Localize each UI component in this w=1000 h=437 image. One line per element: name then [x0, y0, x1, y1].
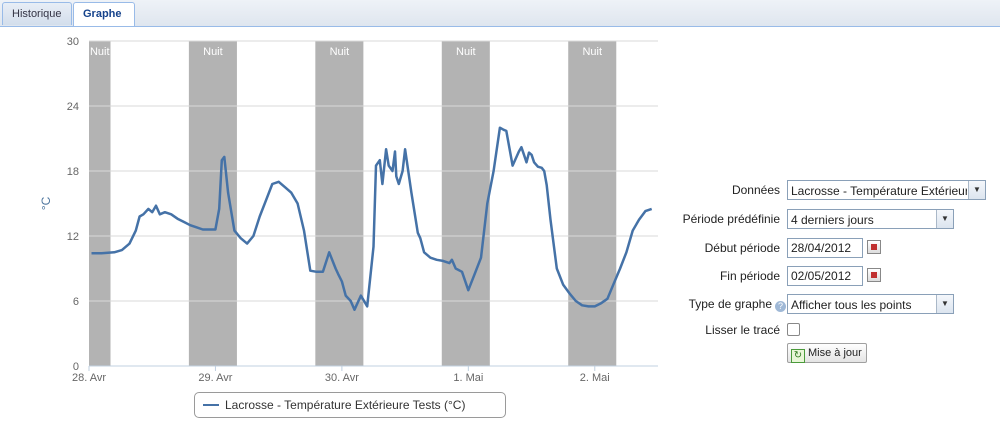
chevron-down-icon: ▼ — [936, 210, 953, 228]
chevron-down-icon: ▼ — [968, 181, 985, 199]
row-lisser: Lisser le tracé — [670, 320, 1000, 342]
night-band — [89, 41, 111, 366]
row-debut-periode: Début période 28/04/2012 — [670, 238, 1000, 260]
legend-label: Lacrosse - Température Extérieure Tests … — [225, 398, 466, 412]
fin-periode-input[interactable]: 02/05/2012 — [787, 266, 863, 286]
y-tick-label: 6 — [73, 296, 79, 308]
tab-historique[interactable]: Historique — [2, 2, 72, 25]
tab-bar: Historique Graphe — [0, 0, 1000, 27]
y-tick-label: 12 — [67, 231, 79, 243]
type-graphe-select[interactable]: Afficher tous les points ▼ — [787, 294, 954, 314]
tab-graphe[interactable]: Graphe — [73, 2, 135, 26]
x-tick-label: 28. Avr — [72, 372, 106, 384]
lisser-label: Lisser le tracé — [705, 323, 780, 337]
chart-legend[interactable]: Lacrosse - Température Extérieure Tests … — [194, 392, 506, 418]
chevron-down-icon: ▼ — [936, 295, 953, 313]
legend-swatch — [203, 404, 219, 406]
row-donnees: Données Lacrosse - Température Extérieur… — [670, 180, 1000, 202]
type-graphe-label-wrap: Type de graphe? — [689, 297, 786, 312]
x-tick-label: 29. Avr — [198, 372, 232, 384]
row-fin-periode: Fin période 02/05/2012 — [670, 266, 1000, 288]
y-tick-label: 24 — [67, 101, 79, 113]
row-update: ↻ Mise à jour — [670, 343, 1000, 365]
night-band — [315, 41, 364, 366]
series-line — [91, 126, 653, 311]
row-type-graphe: Type de graphe? Afficher tous les points… — [670, 294, 1000, 316]
chart-svg: Nuit Nuit Nuit Nuit Nuit 0 6 12 18 24 30 28. Avr 29.… — [39, 36, 658, 384]
y-tick-label: 0 — [73, 361, 79, 373]
night-band — [441, 41, 490, 366]
donnees-select[interactable]: Lacrosse - Température Extérieure ▼ — [787, 180, 986, 200]
donnees-value: Lacrosse - Température Extérieure — [791, 184, 967, 198]
donnees-label: Données — [731, 183, 780, 197]
row-periode-predefinie: Période prédéfinie 4 derniers jours ▼ — [670, 209, 1000, 231]
periode-predefinie-select[interactable]: 4 derniers jours ▼ — [787, 209, 954, 229]
x-tick-label: 30. Avr — [325, 372, 359, 384]
periode-predefinie-value: 4 derniers jours — [791, 213, 874, 227]
fin-periode-label: Fin période — [719, 269, 780, 283]
debut-periode-label: Début période — [704, 241, 780, 255]
lisser-checkbox[interactable] — [787, 323, 800, 336]
calendar-icon[interactable] — [867, 240, 881, 254]
periode-predefinie-label: Période prédéfinie — [682, 212, 780, 226]
type-graphe-value: Afficher tous les points — [791, 298, 912, 312]
y-tick-label: 30 — [67, 36, 79, 48]
y-tick-label: 18 — [67, 166, 79, 178]
night-band-label: Nuit — [90, 46, 110, 58]
refresh-icon: ↻ — [791, 349, 805, 363]
night-band-label: Nuit — [456, 46, 476, 58]
help-icon[interactable]: ? — [775, 301, 786, 312]
debut-periode-input[interactable]: 28/04/2012 — [787, 238, 863, 258]
night-band-label: Nuit — [203, 46, 223, 58]
night-band — [568, 41, 617, 366]
x-tick-label: 1. Mai — [453, 372, 483, 384]
x-tick-label: 2. Mai — [580, 372, 610, 384]
y-axis-label: °C — [39, 196, 53, 210]
type-graphe-label: Type de graphe — [688, 297, 772, 311]
temperature-chart: Nuit Nuit Nuit Nuit Nuit 0 6 12 18 24 30 28. Avr 29.… — [38, 32, 678, 422]
update-button[interactable]: ↻ Mise à jour — [787, 343, 867, 363]
update-button-label: Mise à jour — [808, 347, 862, 359]
night-band-label: Nuit — [330, 46, 350, 58]
calendar-icon[interactable] — [867, 268, 881, 282]
night-band-label: Nuit — [582, 46, 602, 58]
